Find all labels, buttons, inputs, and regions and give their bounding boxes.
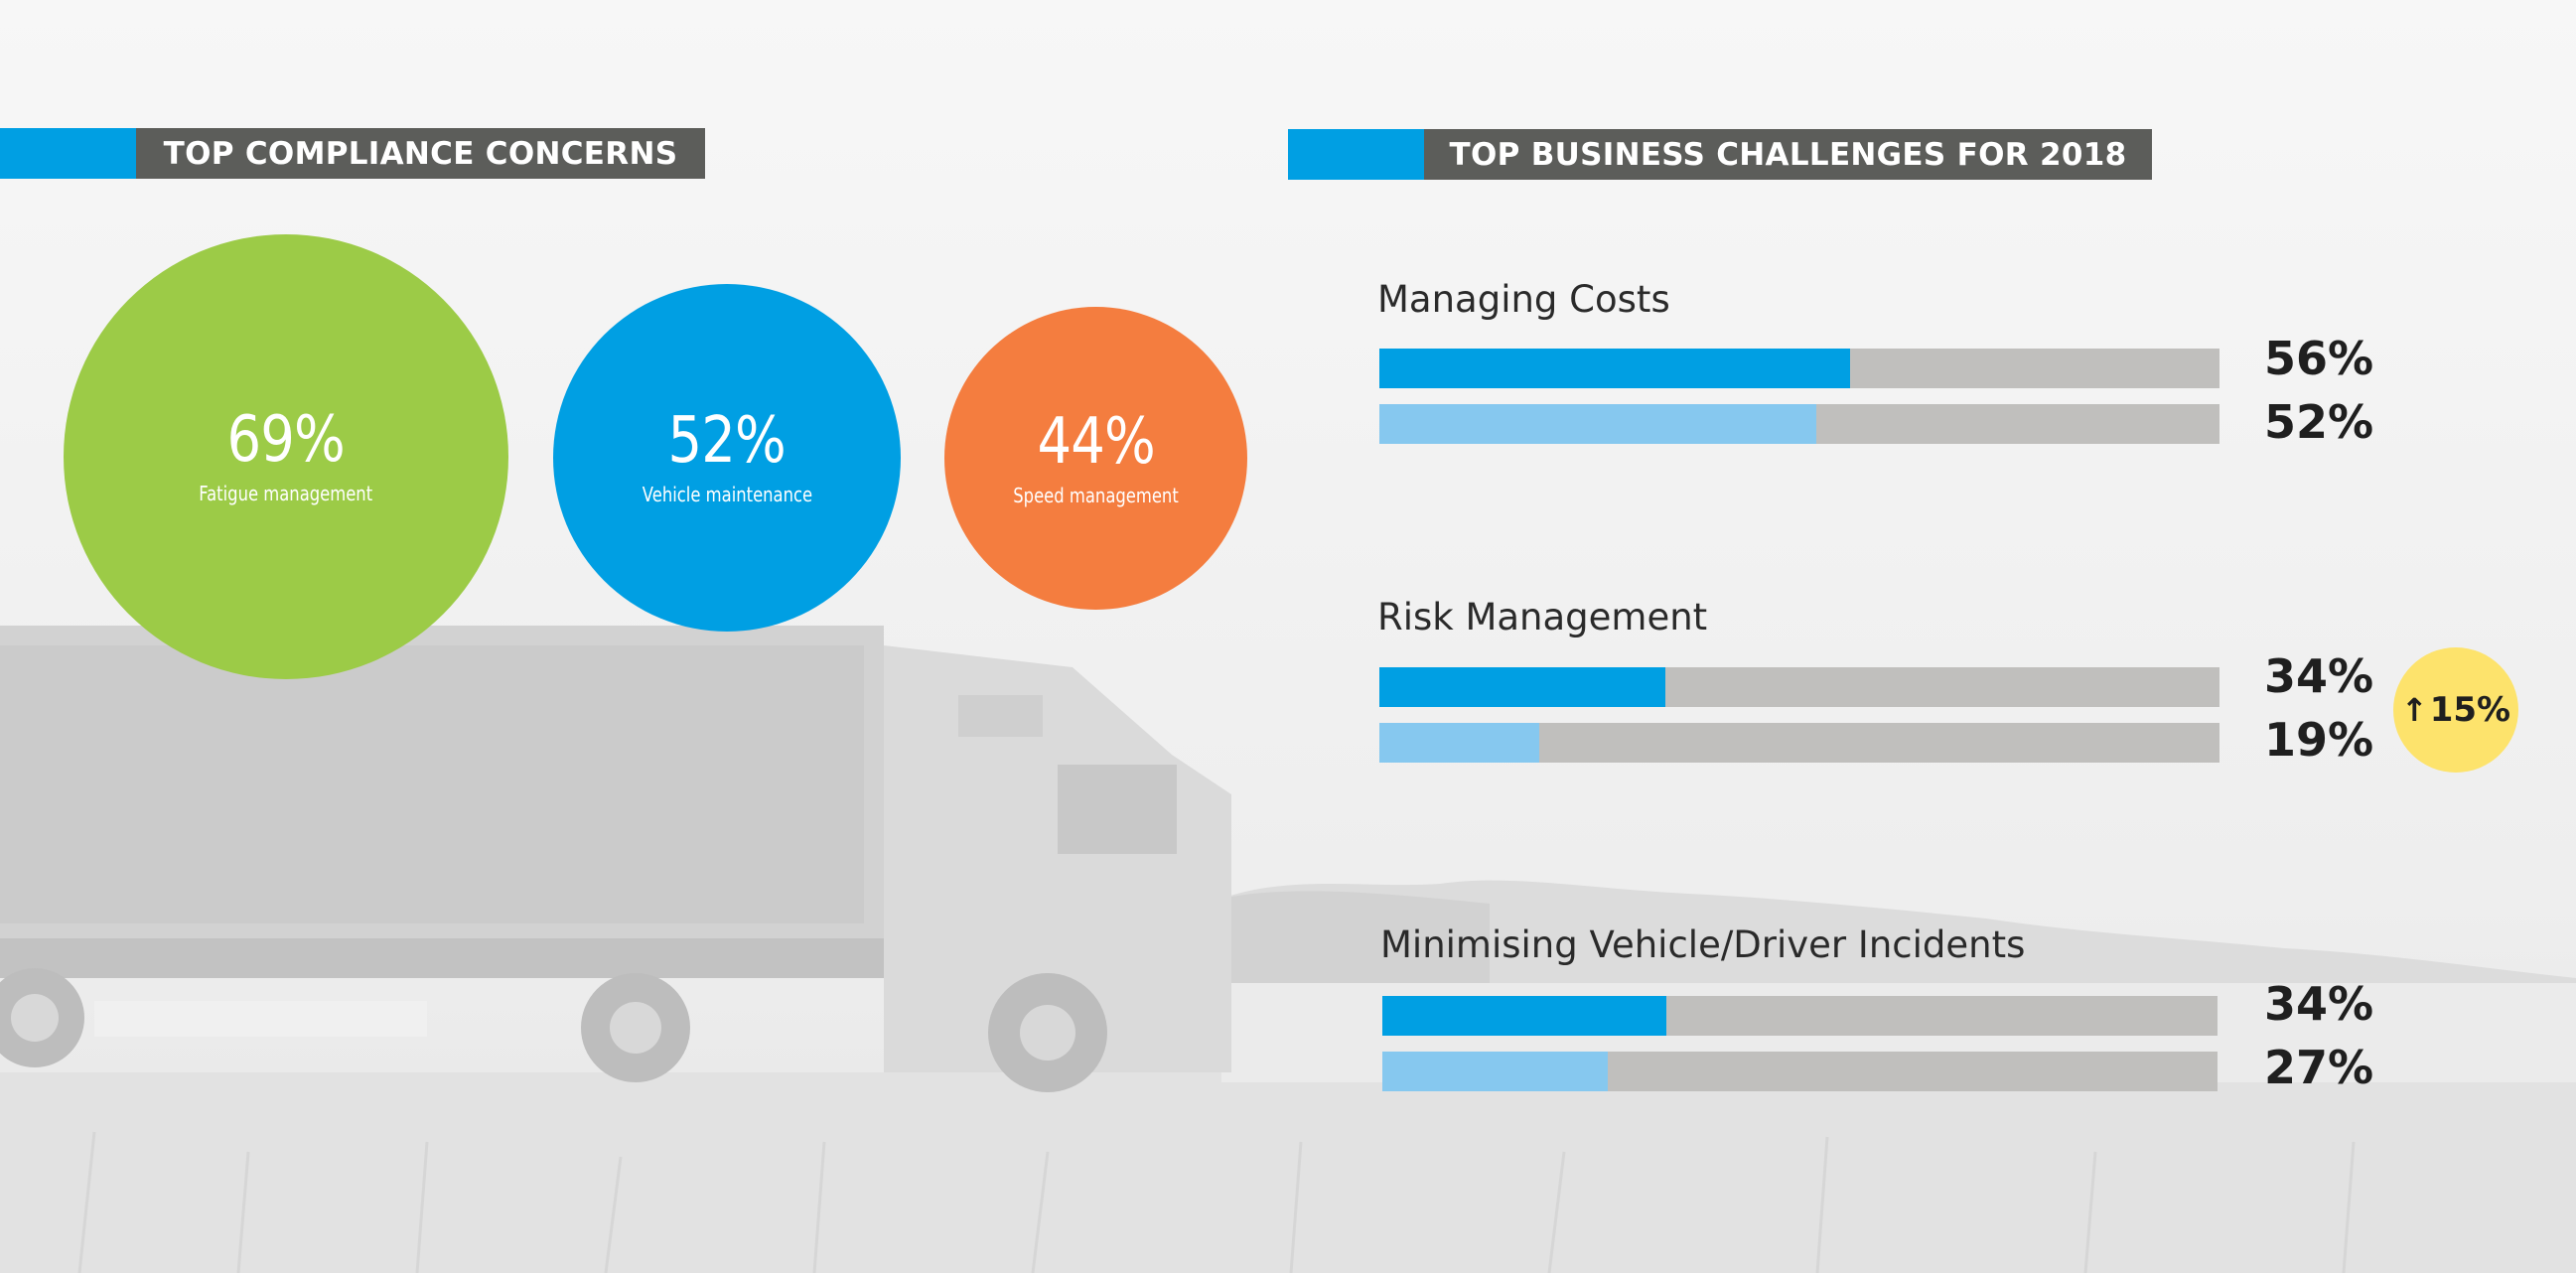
- bar-fill: [1379, 723, 1539, 763]
- bar-value: 52%: [2264, 395, 2374, 449]
- bar-fill: [1379, 404, 1816, 444]
- bar-fill: [1382, 996, 1666, 1036]
- bar-value: 19%: [2264, 713, 2374, 767]
- challenge-risk-management: Risk Management 34% 19% ↑ 15%: [1376, 596, 2528, 834]
- business-challenges-title: TOP BUSINESS CHALLENGES FOR 2018: [1424, 129, 2152, 180]
- bubble-speed-management: 44% Speed management: [944, 307, 1247, 610]
- compliance-header: TOP COMPLIANCE CONCERNS: [0, 128, 705, 179]
- bar-value: 34%: [2264, 649, 2374, 703]
- bar-fill: [1382, 1052, 1609, 1091]
- bubble-value: 44%: [1037, 404, 1155, 479]
- bar-track: [1379, 349, 2219, 388]
- bar-fill: [1379, 349, 1850, 388]
- bubble-vehicle-maintenance: 52% Vehicle maintenance: [553, 284, 901, 632]
- bar-track: [1379, 667, 2219, 707]
- bubble-caption: Vehicle maintenance: [642, 483, 812, 506]
- bubble-fatigue-management: 69% Fatigue management: [64, 234, 508, 679]
- arrow-up-icon: ↑: [2400, 691, 2428, 729]
- challenge-title: Managing Costs: [1377, 278, 1670, 321]
- bar-track: [1382, 1052, 2218, 1091]
- bubble-value: 52%: [667, 404, 787, 478]
- bar-value: 27%: [2264, 1041, 2374, 1094]
- increase-badge: ↑ 15%: [2393, 647, 2518, 773]
- header-accent-bar: [1288, 129, 1424, 180]
- bubble-caption: Speed management: [1013, 483, 1179, 507]
- bar-track: [1382, 996, 2218, 1036]
- bar-track: [1379, 723, 2219, 763]
- challenge-managing-costs: Managing Costs 56% 52%: [1376, 278, 2528, 516]
- challenge-title: Minimising Vehicle/Driver Incidents: [1380, 923, 2026, 966]
- compliance-title: TOP COMPLIANCE CONCERNS: [136, 128, 705, 179]
- business-challenges-header: TOP BUSINESS CHALLENGES FOR 2018: [1288, 129, 2152, 180]
- bar-value: 34%: [2264, 977, 2374, 1031]
- header-accent-bar: [0, 128, 136, 179]
- bar-value: 56%: [2264, 332, 2374, 385]
- bubble-caption: Fatigue management: [199, 482, 373, 505]
- bar-track: [1379, 404, 2219, 444]
- bar-fill: [1379, 667, 1665, 707]
- badge-value: 15%: [2429, 690, 2511, 730]
- challenge-title: Risk Management: [1377, 596, 1708, 638]
- challenge-minimising-incidents: Minimising Vehicle/Driver Incidents 34% …: [1376, 923, 2528, 1162]
- bubble-value: 69%: [226, 403, 346, 477]
